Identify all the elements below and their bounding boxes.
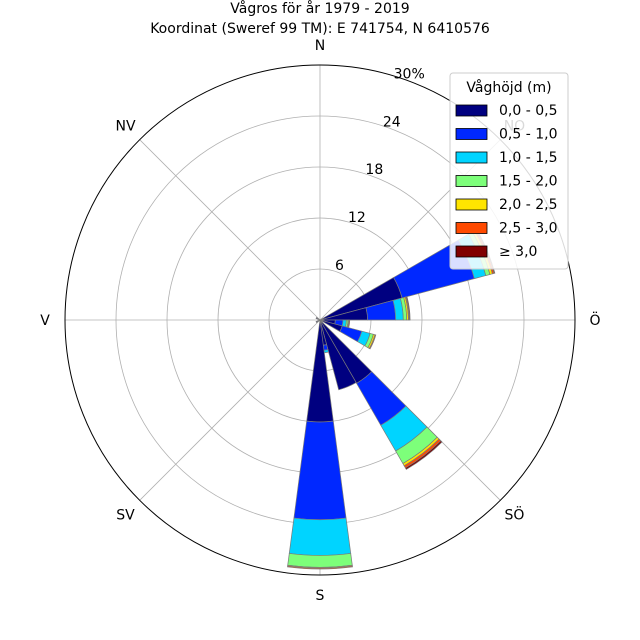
wave-sector-segment: [405, 296, 411, 321]
legend-swatch: [455, 128, 488, 140]
legend-label: 2,5 - 3,0: [499, 221, 557, 237]
legend-swatch: [455, 175, 488, 187]
legend-title: Våghöjd (m): [466, 79, 551, 96]
wave-sector-segment: [288, 517, 352, 556]
wave-sectors: [287, 228, 496, 570]
direction-label: Ö: [589, 311, 600, 329]
legend-label: 1,0 - 1,5: [499, 150, 557, 166]
legend-label: 0,5 - 1,0: [499, 127, 557, 143]
direction-label: SV: [116, 507, 135, 523]
wave-sector-segment: [287, 565, 353, 570]
legend-label: 1,5 - 2,0: [499, 174, 557, 190]
legend-label: ≥ 3,0: [499, 244, 537, 260]
wave-sector-segment: [293, 420, 347, 521]
direction-label: N: [315, 38, 325, 54]
legend-swatch: [455, 222, 488, 234]
chart-title: Vågros för år 1979 - 2019: [230, 0, 409, 17]
direction-label: NV: [116, 119, 136, 135]
legend-label: 2,0 - 2,5: [499, 197, 557, 213]
wave-sector-segment: [319, 319, 357, 391]
legend: Våghöjd (m) 0,0 - 0,5 0,5 - 1,0 1,0 - 1,5 1…: [449, 72, 569, 270]
radial-tick-label: 18: [365, 162, 383, 178]
legend-swatch: [455, 151, 488, 164]
radial-tick-label: 6: [335, 258, 344, 274]
legend-items: 0,0 - 0,5 0,5 - 1,0 1,0 - 1,5 1,5 - 2,0 2,0 …: [455, 103, 557, 260]
direction-label: SÖ: [505, 505, 525, 523]
legend-swatch: [455, 198, 488, 211]
wave-sector-segment: [368, 334, 377, 350]
legend-label: 0,0 - 0,5: [499, 103, 557, 119]
radial-tick-label: 24: [383, 114, 401, 130]
legend-swatch: [455, 104, 488, 117]
legend-swatch: [455, 245, 488, 258]
wave-sector-segment: [287, 553, 353, 568]
wave-sector-segment: [315, 319, 321, 324]
direction-label: V: [40, 313, 50, 329]
outer-ring: [64, 64, 576, 576]
direction-label: S: [316, 588, 325, 604]
wave-sector-segment: [404, 440, 443, 470]
chart-subtitle: Koordinat (Sweref 99 TM): E 741754, N 64…: [150, 21, 490, 37]
radial-tick-label: 30%: [394, 66, 425, 82]
wave-sector-segment: [315, 316, 321, 321]
grid-spoke: [139, 139, 321, 321]
grid-spoke: [139, 319, 321, 501]
radial-tick-label: 12: [348, 210, 366, 226]
legend-frame: [449, 72, 569, 270]
radial-tick-labels: 6 12 18 24 30%: [335, 66, 425, 274]
